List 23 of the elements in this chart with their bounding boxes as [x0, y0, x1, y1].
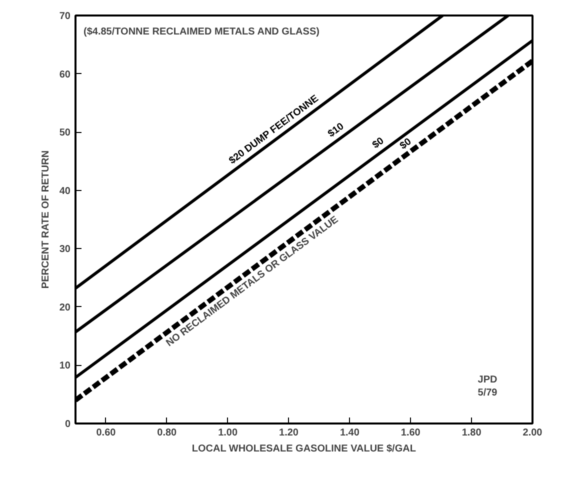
x-tick-label: 1.20	[279, 428, 299, 438]
x-tick-label: 1.00	[218, 428, 238, 438]
y-tick-label: 10	[59, 360, 71, 372]
y-tick-label: 0	[64, 419, 71, 430]
y-tick-label: 70	[59, 11, 71, 22]
x-tick-label: 2.00	[522, 428, 543, 438]
x-axis-title: LOCAL WHOLESALE GASOLINE VALUE $/GAL	[192, 444, 416, 454]
annotation: ($4.85/TONNE RECLAIMED METALS AND GLASS)	[84, 26, 320, 38]
y-tick-label: 40	[59, 186, 71, 197]
x-tick-label: 0.60	[96, 428, 116, 438]
annotation: JPD 5/79	[478, 374, 498, 398]
x-tick-label: 1.80	[462, 428, 482, 438]
x-tick-label: 1.40	[340, 428, 360, 438]
text: $0	[370, 135, 387, 152]
text: $10	[326, 120, 346, 140]
y-tick-label: 20	[59, 302, 71, 314]
y-tick-label: 50	[59, 128, 71, 139]
y-tick-label: 60	[59, 69, 71, 80]
text: $0	[398, 136, 414, 152]
y-axis-title: PERCENT RATE OF RETURN	[40, 150, 52, 289]
x-tick-label: 0.80	[157, 428, 178, 438]
y-tick-label: 30	[59, 244, 71, 256]
x-tick-label: 1.60	[400, 428, 421, 438]
